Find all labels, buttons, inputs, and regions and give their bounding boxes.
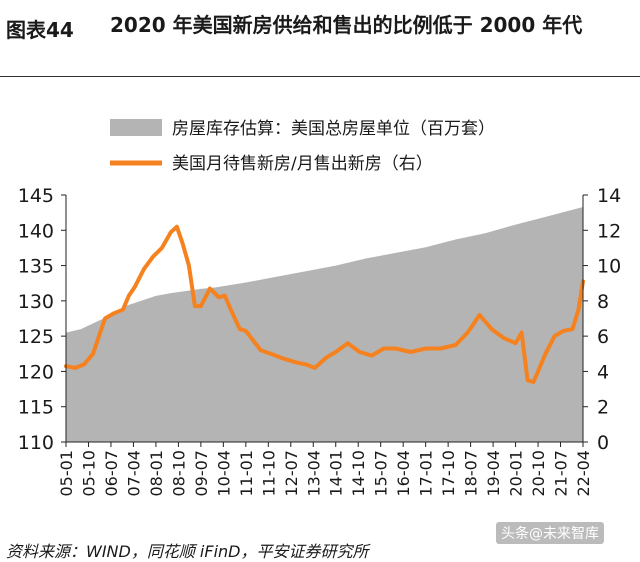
months-supply-line — [64, 224, 585, 384]
legend-label-line: 美国月待售新房/月售出新房（右） — [172, 154, 433, 174]
x-tick-label: 18-07 — [462, 450, 481, 497]
left-tick-label: 120 — [18, 361, 54, 383]
right-tick-label: 14 — [597, 185, 621, 207]
x-tick-label: 20-01 — [507, 450, 526, 497]
x-tick-label: 19-04 — [484, 450, 503, 497]
left-tick-label: 130 — [18, 291, 54, 313]
x-tick-label: 08-01 — [147, 450, 166, 497]
x-tick-label: 07-04 — [124, 450, 143, 497]
x-tick-label: 09-07 — [192, 450, 211, 497]
x-tick-label: 06-07 — [102, 450, 121, 497]
x-tick-label: 17-01 — [417, 450, 436, 497]
left-tick-label: 125 — [18, 326, 54, 348]
right-tick-label: 6 — [597, 326, 609, 348]
figure-header: 图表44 2020 年美国新房供给和售出的比例低于 2000 年代 — [0, 0, 640, 77]
left-tick-label: 135 — [18, 256, 54, 278]
x-tick-label: 14-10 — [349, 450, 368, 497]
watermark: 头条@未来智库 — [496, 522, 604, 544]
right-tick-label: 2 — [597, 397, 609, 419]
figure-label: 图表44 — [6, 18, 74, 42]
x-tick-label: 05-10 — [79, 450, 98, 497]
x-tick-label: 21-07 — [552, 450, 571, 497]
x-tick-label: 10-04 — [214, 450, 233, 497]
x-tick-label: 05-01 — [57, 450, 76, 497]
x-tick-label: 14-01 — [327, 450, 346, 497]
chart-canvas: 110 115 120 125 130 135 140 145 0 2 4 6 8 10 12 14 05-01… — [18, 119, 621, 497]
left-tick-label: 145 — [18, 185, 54, 207]
left-tick-label: 140 — [18, 220, 54, 242]
legend-swatch-area — [110, 119, 162, 136]
left-tick-label: 115 — [18, 397, 54, 419]
housing-stock-area — [66, 207, 583, 442]
right-tick-label: 8 — [597, 291, 609, 313]
x-tick-label: 17-10 — [439, 450, 458, 497]
legend-label-area: 房屋库存估算：美国总房屋单位（百万套） — [172, 119, 495, 139]
x-tick-label: 08-10 — [169, 450, 188, 497]
figure-title: 2020 年美国新房供给和售出的比例低于 2000 年代 — [110, 13, 583, 37]
right-tick-label: 12 — [597, 220, 621, 242]
x-tick-label: 13-04 — [304, 450, 323, 497]
left-tick-label: 110 — [18, 432, 54, 454]
right-tick-label: 10 — [597, 256, 621, 278]
source-note: 资料来源：WIND，同花顺 iFinD，平安证券研究所 — [6, 542, 369, 561]
right-tick-label: 0 — [597, 432, 609, 454]
x-tick-label: 15-07 — [372, 450, 391, 497]
right-tick-label: 4 — [597, 361, 609, 383]
x-tick-label: 22-04 — [574, 450, 593, 497]
x-tick-label: 20-10 — [529, 450, 548, 497]
x-tick-label: 11-10 — [259, 450, 278, 497]
x-tick-label: 16-04 — [394, 450, 413, 497]
x-tick-label: 12-07 — [282, 450, 301, 497]
x-tick-label: 11-01 — [237, 450, 256, 497]
